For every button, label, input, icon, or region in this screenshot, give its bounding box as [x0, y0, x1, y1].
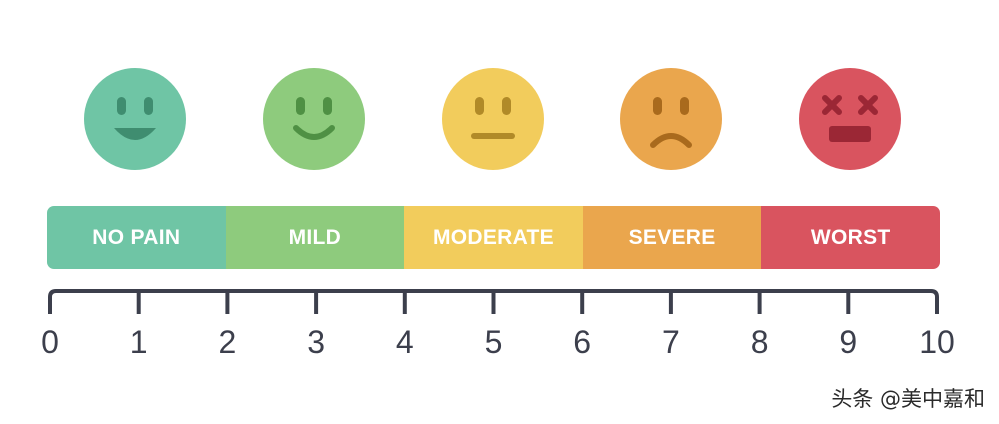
scale-tick-label: 0 — [41, 324, 59, 360]
watermark-text: 头条 @美中嘉和 — [831, 387, 985, 411]
scale-tick-label: 9 — [839, 324, 858, 360]
category-moderate: MODERATE — [404, 206, 583, 269]
category-no-pain: NO PAIN — [47, 206, 226, 269]
scale-tick-label: 5 — [484, 324, 503, 360]
category-label: WORST — [810, 225, 891, 249]
category-severe: SEVERE — [582, 206, 762, 269]
mild-face-icon — [263, 68, 365, 170]
category-label: NO PAIN — [92, 225, 181, 249]
severe-face-icon — [620, 68, 722, 170]
no-pain-face-icon — [84, 68, 186, 170]
scale-tick-label: 1 — [129, 324, 148, 360]
category-worst: WORST — [761, 206, 940, 269]
pain-category-bar: NO PAIN MILD MODERATE SEVERE WORST — [47, 206, 940, 269]
category-label: SEVERE — [628, 225, 716, 249]
category-mild: MILD — [225, 206, 405, 269]
scale-tick-label: 8 — [750, 324, 769, 360]
category-label: MODERATE — [432, 225, 554, 249]
scale-tick-label: 3 — [307, 324, 325, 360]
scale-tick-label: 6 — [573, 324, 592, 360]
worst-face-icon — [799, 68, 901, 170]
faces-row — [84, 68, 901, 170]
category-label: MILD — [288, 225, 342, 249]
scale-tick-label: 2 — [218, 324, 237, 360]
scale-tick-label: 7 — [661, 324, 680, 360]
scale-axis — [48, 289, 939, 314]
scale-tick-label: 4 — [395, 324, 414, 360]
moderate-face-icon — [442, 68, 544, 170]
scale-tick-label: 10 — [919, 324, 955, 360]
